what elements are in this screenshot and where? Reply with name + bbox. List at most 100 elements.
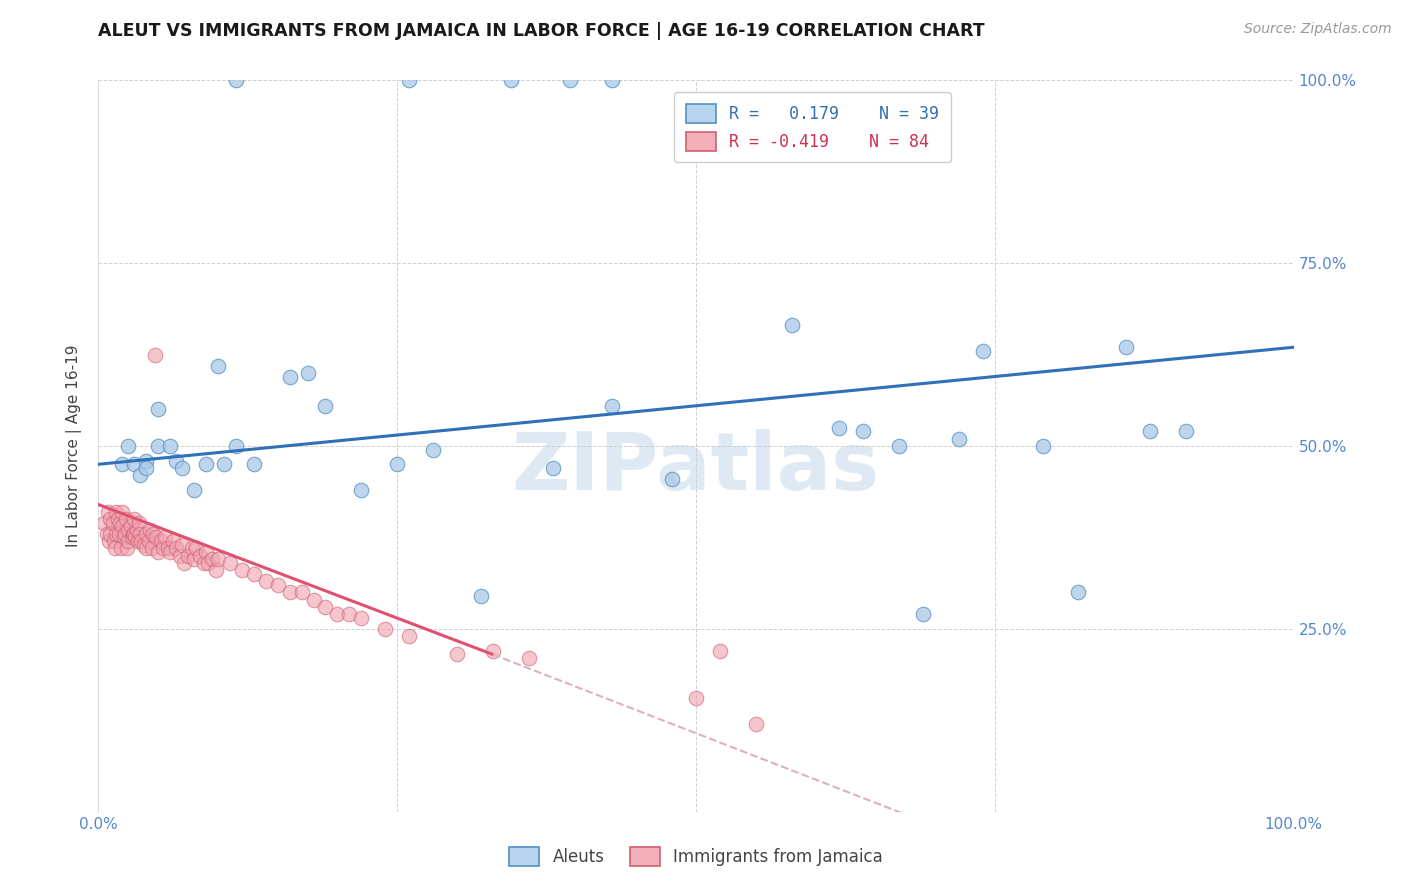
- Text: ZIPatlas: ZIPatlas: [512, 429, 880, 507]
- Point: [141, 541, 163, 556]
- Point: [135, 461, 157, 475]
- Point: [117, 534, 139, 549]
- Point: [129, 526, 152, 541]
- Point: [1139, 425, 1161, 439]
- Point: [107, 512, 129, 526]
- Point: [350, 611, 373, 625]
- Point: [1067, 585, 1090, 599]
- Point: [93, 516, 115, 530]
- Point: [103, 534, 125, 549]
- Point: [172, 538, 194, 552]
- Point: [111, 458, 134, 472]
- Point: [852, 425, 875, 439]
- Point: [972, 343, 994, 358]
- Point: [177, 549, 200, 563]
- Point: [148, 439, 170, 453]
- Point: [188, 549, 211, 563]
- Point: [470, 589, 492, 603]
- Point: [602, 73, 624, 87]
- Point: [124, 512, 146, 526]
- Point: [197, 556, 219, 570]
- Point: [124, 530, 146, 544]
- Point: [111, 505, 134, 519]
- Point: [1032, 439, 1054, 453]
- Point: [148, 402, 170, 417]
- Point: [499, 73, 522, 87]
- Point: [98, 526, 122, 541]
- Point: [96, 526, 118, 541]
- Point: [1115, 340, 1137, 354]
- Point: [828, 421, 851, 435]
- Point: [315, 399, 337, 413]
- Point: [207, 359, 229, 373]
- Point: [122, 526, 145, 541]
- Point: [302, 592, 325, 607]
- Point: [183, 483, 205, 497]
- Point: [105, 505, 128, 519]
- Point: [201, 552, 224, 566]
- Point: [145, 530, 167, 544]
- Point: [291, 585, 314, 599]
- Point: [194, 545, 218, 559]
- Legend: Aleuts, Immigrants from Jamaica: Aleuts, Immigrants from Jamaica: [502, 840, 890, 873]
- Point: [422, 442, 444, 457]
- Point: [231, 563, 253, 577]
- Point: [374, 622, 396, 636]
- Point: [112, 530, 135, 544]
- Point: [111, 519, 134, 533]
- Point: [267, 578, 290, 592]
- Point: [194, 458, 218, 472]
- Point: [169, 549, 191, 563]
- Point: [155, 530, 177, 544]
- Point: [142, 526, 165, 541]
- Point: [225, 73, 247, 87]
- Point: [661, 472, 683, 486]
- Point: [173, 556, 195, 570]
- Point: [105, 526, 128, 541]
- Point: [117, 439, 139, 453]
- Point: [98, 534, 121, 549]
- Point: [121, 530, 143, 544]
- Point: [125, 523, 148, 537]
- Point: [204, 563, 226, 577]
- Point: [149, 534, 172, 549]
- Point: [131, 534, 153, 549]
- Point: [124, 526, 146, 541]
- Point: [889, 439, 911, 453]
- Point: [115, 541, 138, 556]
- Point: [350, 483, 373, 497]
- Point: [278, 585, 301, 599]
- Point: [138, 534, 160, 549]
- Point: [254, 574, 277, 589]
- Point: [278, 369, 301, 384]
- Point: [685, 691, 707, 706]
- Point: [207, 552, 229, 566]
- Point: [139, 523, 162, 537]
- Point: [745, 717, 768, 731]
- Point: [97, 505, 120, 519]
- Point: [132, 538, 155, 552]
- Point: [560, 73, 582, 87]
- Point: [98, 512, 122, 526]
- Point: [398, 73, 420, 87]
- Point: [385, 458, 409, 472]
- Y-axis label: In Labor Force | Age 16-19: In Labor Force | Age 16-19: [66, 344, 83, 548]
- Point: [156, 541, 179, 556]
- Point: [117, 523, 139, 537]
- Point: [135, 453, 157, 467]
- Point: [120, 519, 142, 533]
- Point: [602, 399, 624, 413]
- Point: [101, 516, 124, 530]
- Point: [225, 439, 247, 453]
- Point: [148, 545, 170, 559]
- Point: [446, 648, 468, 662]
- Point: [243, 567, 266, 582]
- Point: [315, 599, 337, 614]
- Point: [398, 629, 420, 643]
- Point: [481, 644, 505, 658]
- Point: [172, 461, 194, 475]
- Point: [297, 366, 319, 380]
- Point: [135, 526, 157, 541]
- Point: [110, 541, 132, 556]
- Point: [152, 541, 174, 556]
